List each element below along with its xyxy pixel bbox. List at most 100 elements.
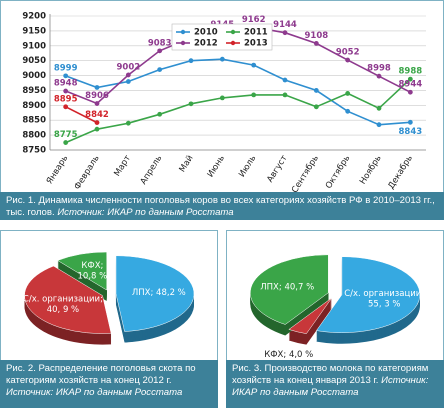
- point: [313, 40, 319, 46]
- caption-source: Источник: ИКАР по данным Росстата: [6, 387, 183, 398]
- slice-label: КФХ; 4,0 %: [264, 350, 313, 360]
- caption-source: Источник: ИКАР по данным Росстата: [232, 375, 429, 398]
- point: [157, 67, 163, 72]
- slice-label: С/х. организации; 55, 3 %: [344, 288, 424, 309]
- point: [157, 48, 163, 54]
- series-line: [65, 58, 411, 126]
- point: [94, 101, 100, 106]
- x-tick-label: Февраль: [73, 154, 102, 192]
- point: [63, 73, 69, 79]
- point: [94, 120, 100, 126]
- x-tick-label: Октябрь: [324, 154, 352, 191]
- x-tick-label: Июль: [237, 154, 258, 180]
- slice: [288, 297, 333, 334]
- point: [345, 108, 351, 114]
- point: [282, 30, 288, 36]
- caption: Рис. 1. Динамика численности поголовья к…: [0, 192, 444, 220]
- legend-marker: [230, 29, 236, 35]
- data-label: 8843: [398, 127, 422, 137]
- slice: [57, 251, 107, 291]
- point: [407, 89, 413, 95]
- slice-label: ЛПХ; 40,7 %: [260, 282, 314, 292]
- point: [188, 101, 194, 107]
- point: [376, 105, 382, 111]
- slice: [315, 256, 421, 333]
- point: [407, 119, 413, 125]
- point: [125, 120, 131, 126]
- legend-marker: [180, 40, 186, 46]
- slice-label: КФХ; 10,8 %: [78, 261, 108, 282]
- x-tick-label: Август: [265, 154, 289, 185]
- data-label: 8999: [54, 63, 78, 73]
- point: [282, 77, 288, 83]
- data-label: 8775: [54, 130, 78, 140]
- data-label: 8895: [54, 94, 78, 104]
- point: [94, 126, 100, 132]
- data-label: 8944: [398, 80, 422, 90]
- legend-label: 2013: [244, 39, 268, 49]
- data-label: 9108: [304, 31, 328, 41]
- y-tick-label: 9150: [22, 26, 46, 36]
- point: [282, 92, 288, 98]
- slice: [250, 254, 329, 325]
- y-tick-label: 8950: [22, 86, 46, 96]
- caption-source: Источник: ИКАР по данным Росстата: [57, 207, 234, 218]
- y-tick-label: 9200: [22, 12, 46, 22]
- point: [63, 140, 69, 145]
- x-tick-label: Декабрь: [386, 154, 415, 191]
- data-label: 9052: [336, 48, 360, 58]
- caption: Рис. 3. Производство молока по категория…: [226, 360, 444, 408]
- x-tick-label: Май: [178, 154, 196, 175]
- point: [188, 58, 194, 64]
- series-line: [65, 78, 411, 144]
- point: [376, 73, 382, 79]
- data-label: 8906: [85, 91, 109, 101]
- slice-label: С/х. организации; 40, 9 %: [23, 294, 103, 315]
- point: [157, 111, 163, 117]
- point: [376, 122, 382, 128]
- point: [125, 79, 131, 84]
- point: [251, 62, 257, 68]
- slice: [24, 265, 112, 334]
- x-tick-label: Июнь: [206, 154, 227, 180]
- data-label: 9162: [242, 15, 266, 25]
- point: [125, 72, 131, 78]
- data-label: 8842: [85, 110, 109, 120]
- legend-label: 2012: [194, 39, 218, 49]
- legend-label: 2011: [244, 28, 268, 38]
- point: [345, 57, 351, 63]
- data-label: 9144: [273, 20, 297, 30]
- x-tick-label: Март: [112, 154, 133, 179]
- slice-label: ЛПХ; 48,2 %: [132, 288, 186, 298]
- point: [407, 76, 413, 82]
- data-label: 9002: [116, 62, 140, 72]
- legend-box: [171, 23, 273, 51]
- point: [63, 88, 69, 94]
- x-tick-label: Сентябрь: [290, 154, 321, 195]
- y-tick-label: 9000: [22, 71, 46, 81]
- caption-text: Рис. 3. Производство молока по категория…: [232, 363, 429, 386]
- point: [313, 104, 319, 110]
- y-tick-label: 8900: [22, 101, 46, 111]
- point: [345, 91, 351, 96]
- y-tick-label: 8800: [22, 131, 46, 141]
- caption-text: Рис. 2. Распределение поголовья скота по…: [6, 363, 196, 386]
- y-tick-label: 8750: [22, 146, 46, 156]
- point: [219, 56, 225, 62]
- data-label: 8988: [398, 67, 422, 77]
- legend-marker: [180, 29, 186, 35]
- x-tick-label: Ноябрь: [358, 154, 384, 187]
- data-label: 8948: [54, 79, 78, 89]
- data-label: 9083: [148, 38, 172, 48]
- legend-label: 2010: [194, 28, 218, 38]
- point: [63, 104, 69, 110]
- y-tick-label: 8850: [22, 116, 46, 126]
- x-tick-label: Апрель: [139, 154, 165, 187]
- caption: Рис. 2. Распределение поголовья скота по…: [0, 360, 218, 408]
- caption-text: Рис. 1. Динамика численности поголовья к…: [6, 195, 435, 218]
- y-tick-label: 9050: [22, 56, 46, 66]
- point: [313, 88, 319, 93]
